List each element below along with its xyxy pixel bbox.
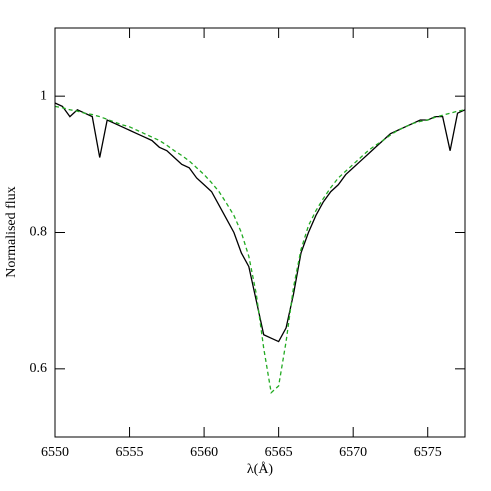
plot-frame: [54, 27, 466, 438]
x-tick-label: 6555: [116, 445, 144, 460]
y-axis-label: Normalised flux: [4, 186, 19, 277]
x-tick-label: 6565: [265, 445, 293, 460]
spectrum-line: [54, 105, 466, 394]
x-tick-label: 6550: [41, 445, 69, 460]
x-tick-label: 6560: [190, 445, 218, 460]
spectrum-line: [54, 102, 466, 343]
x-tick-label: 6575: [414, 445, 442, 460]
y-tick-label: 0.6: [30, 361, 48, 376]
y-tick-label: 0.8: [30, 225, 48, 240]
x-tick-label: 6570: [339, 445, 367, 460]
x-axis-label: λ(Å): [247, 461, 274, 477]
y-tick-label: 1: [40, 88, 47, 103]
